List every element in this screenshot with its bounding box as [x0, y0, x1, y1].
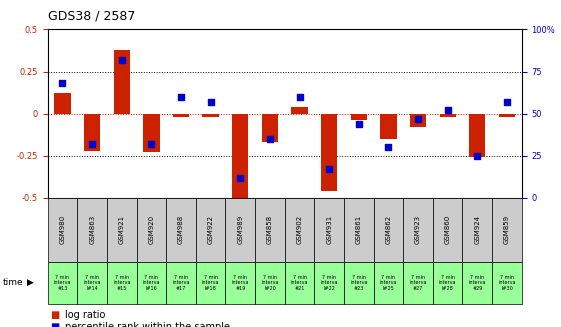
Text: 7 min
interva
#19: 7 min interva #19	[232, 275, 249, 291]
Text: GSM931: GSM931	[326, 215, 332, 244]
Point	[325, 166, 334, 172]
Text: GSM858: GSM858	[267, 215, 273, 244]
Text: 7 min
interva
#15: 7 min interva #15	[113, 275, 131, 291]
Bar	[469, 113, 485, 157]
Text: GDS38 / 2587: GDS38 / 2587	[48, 10, 135, 23]
Point	[443, 108, 452, 113]
Text: GSM924: GSM924	[474, 215, 480, 244]
Text: GSM980: GSM980	[59, 215, 66, 244]
Text: 7 min
interva
l#16: 7 min interva l#16	[142, 275, 160, 291]
Text: ▶: ▶	[27, 278, 34, 287]
Text: GSM859: GSM859	[504, 215, 510, 244]
Bar	[114, 50, 130, 113]
Bar	[410, 113, 426, 127]
Text: 7 min
interva
l#22: 7 min interva l#22	[320, 275, 338, 291]
Bar	[84, 113, 100, 151]
Bar	[173, 113, 189, 117]
Point	[384, 145, 393, 150]
Point	[206, 99, 215, 104]
Text: time: time	[3, 278, 24, 287]
Text: 7 min
interva
#23: 7 min interva #23	[350, 275, 367, 291]
Point	[236, 175, 245, 180]
Text: 7 min
interva
#21: 7 min interva #21	[291, 275, 309, 291]
Point	[58, 81, 67, 86]
Bar	[54, 94, 71, 113]
Bar	[351, 113, 367, 120]
Bar	[439, 113, 456, 117]
Text: ■: ■	[50, 322, 59, 327]
Text: GSM923: GSM923	[415, 215, 421, 244]
Point	[503, 99, 512, 104]
Text: GSM989: GSM989	[237, 215, 243, 244]
Text: 7 min
interva
l#28: 7 min interva l#28	[439, 275, 457, 291]
Bar	[499, 113, 515, 117]
Text: 7 min
interva
l#30: 7 min interva l#30	[498, 275, 516, 291]
Bar	[143, 113, 159, 152]
Bar	[262, 113, 278, 142]
Text: GSM920: GSM920	[148, 215, 154, 244]
Text: 7 min
interva
#29: 7 min interva #29	[468, 275, 486, 291]
Point	[117, 57, 126, 62]
Text: 7 min
interva
#13: 7 min interva #13	[54, 275, 71, 291]
Point	[177, 94, 186, 99]
Point	[355, 121, 364, 126]
Point	[473, 153, 482, 158]
Text: 7 min
interva
l#14: 7 min interva l#14	[84, 275, 101, 291]
Text: GSM863: GSM863	[89, 215, 95, 244]
Point	[265, 136, 274, 142]
Text: 7 min
interva
#27: 7 min interva #27	[410, 275, 427, 291]
Point	[413, 116, 422, 121]
Text: ■: ■	[50, 310, 59, 319]
Point	[88, 141, 96, 146]
Bar	[291, 107, 307, 113]
Point	[295, 94, 304, 99]
Text: GSM922: GSM922	[208, 215, 214, 244]
Text: 7 min
interva
#17: 7 min interva #17	[172, 275, 190, 291]
Text: log ratio: log ratio	[65, 310, 105, 319]
Text: GSM921: GSM921	[119, 215, 125, 244]
Text: GSM902: GSM902	[297, 215, 302, 244]
Text: 7 min
interva
l#20: 7 min interva l#20	[261, 275, 279, 291]
Text: percentile rank within the sample: percentile rank within the sample	[65, 322, 229, 327]
Point	[147, 141, 156, 146]
Text: GSM860: GSM860	[445, 215, 450, 244]
Bar	[203, 113, 219, 117]
Bar	[321, 113, 337, 191]
Bar	[380, 113, 397, 139]
Bar	[232, 113, 249, 201]
Text: GSM861: GSM861	[356, 215, 362, 244]
Text: GSM862: GSM862	[385, 215, 392, 244]
Text: 7 min
interva
l#18: 7 min interva l#18	[202, 275, 219, 291]
Text: GSM988: GSM988	[178, 215, 184, 244]
Text: 7 min
interva
l#25: 7 min interva l#25	[380, 275, 397, 291]
